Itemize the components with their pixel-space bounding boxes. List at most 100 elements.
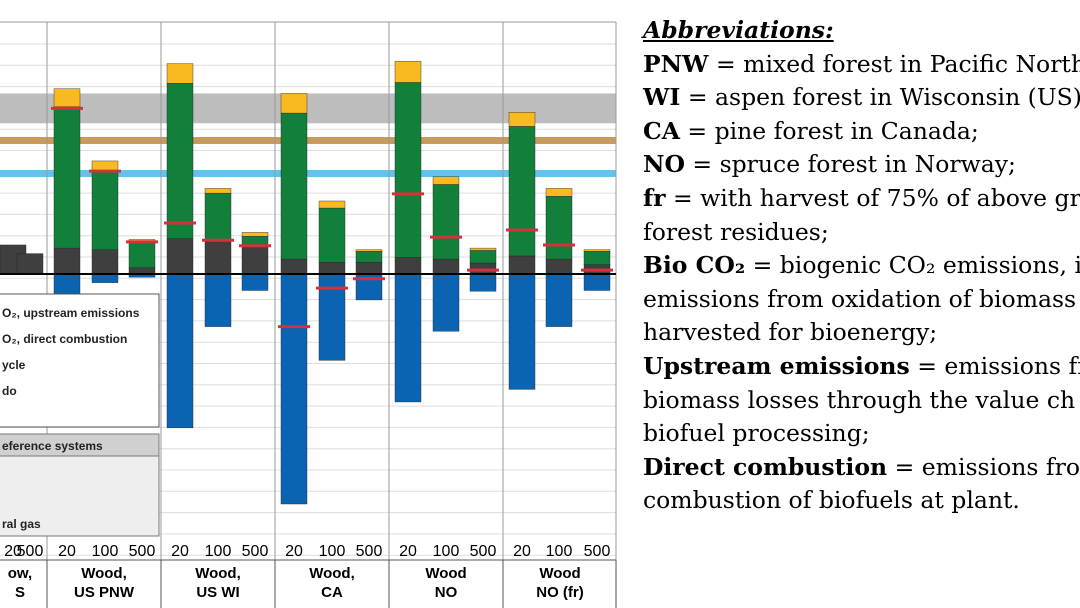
bar-segment-yellow	[394, 61, 422, 83]
bar	[164, 63, 196, 429]
abbreviation-definition: harvested for bioenergy;	[643, 318, 938, 347]
reference-legend-header	[0, 433, 160, 457]
bar-segment-dark	[166, 238, 194, 275]
abbreviation-definition: emissions from oxidation of biomass	[643, 284, 1077, 313]
abbreviation-definition: = emissions fro	[887, 452, 1080, 481]
group-label: US PNW	[74, 584, 135, 601]
legend-item: O₂, upstream emissions	[2, 306, 140, 320]
bar	[506, 112, 538, 390]
x-tick-label: 500	[356, 543, 383, 560]
abbreviation-term: CA	[643, 116, 680, 145]
bar-segment-green	[91, 170, 119, 250]
bar-segment-green	[280, 112, 308, 260]
abbreviation-term: NO	[643, 150, 685, 179]
group-label: Wood,	[81, 565, 127, 582]
bar-segment-green	[128, 241, 156, 268]
abbreviation-term: Bio CO₂	[643, 251, 746, 280]
x-tick-label: 500	[242, 543, 269, 560]
group-label: Wood,	[195, 565, 241, 582]
bar-segment-yellow	[432, 176, 460, 185]
abbreviation-line: WI = aspen forest in Wisconsin (US)	[643, 81, 1080, 115]
reference-legend-title: eference systems	[2, 439, 103, 453]
bar-segment-green	[583, 251, 611, 265]
bar	[392, 61, 424, 403]
abbreviation-line: Direct combustion = emissions fro	[643, 451, 1080, 485]
bar-segment-blue	[432, 273, 460, 332]
bar-segment-yellow	[241, 232, 269, 237]
bar-segment-blue	[166, 273, 194, 429]
x-tick-label: 500	[584, 543, 611, 560]
abbreviation-definition: = pine forest in Canada;	[679, 116, 979, 145]
abbreviation-term: WI	[643, 83, 681, 112]
abbreviation-definition: combustion of biofuels at plant.	[643, 486, 1020, 515]
abbreviation-term: fr	[643, 183, 666, 212]
bar-segment-green	[469, 250, 497, 264]
bar-segment-yellow	[508, 112, 536, 127]
abbreviation-line: CA = pine forest in Canada;	[643, 115, 1080, 149]
legend-item: ycle	[2, 358, 26, 372]
bar-segment-dark	[545, 258, 573, 275]
x-tick-label: 100	[546, 543, 573, 560]
abbreviation-definition: = mixed forest in Pacific North	[708, 49, 1080, 78]
bar-segment-dark	[16, 253, 44, 275]
x-tick-label: 100	[433, 543, 460, 560]
bar-segment-yellow	[545, 188, 573, 197]
bar	[51, 88, 83, 294]
abbreviation-line: Bio CO₂ = biogenic CO₂ emissions, i.e	[643, 249, 1080, 283]
abbreviation-line: biomass losses through the value ch	[643, 384, 1080, 418]
legend: O₂, upstream emissions O₂, direct combust…	[0, 293, 160, 537]
abbreviations-list: PNW = mixed forest in Pacific North WI = …	[643, 48, 1080, 518]
x-tick-label: 20	[513, 543, 531, 560]
bar	[89, 160, 121, 283]
abbreviation-line: fr = with harvest of 75% of above gr	[643, 182, 1080, 216]
group-label: CA	[321, 584, 343, 601]
abbreviation-definition: = biogenic CO₂ emissions, i.e	[745, 251, 1080, 280]
bar-segment-dark	[318, 262, 346, 275]
bar-chart: O₂, upstream emissions O₂, direct combust…	[0, 21, 617, 608]
group-label: NO	[435, 584, 458, 601]
bar-segment-blue	[204, 273, 232, 327]
bar	[581, 249, 613, 291]
bar-segment-dark	[394, 257, 422, 275]
bar-segment-dark	[204, 240, 232, 275]
bar	[353, 249, 385, 301]
group-label: NO (fr)	[536, 584, 584, 601]
abbreviation-line: harvested for bioenergy;	[643, 316, 1080, 350]
bar-segment-blue	[508, 273, 536, 390]
bar-segment-dark	[508, 255, 536, 275]
abbreviation-line: emissions from oxidation of biomass	[643, 283, 1080, 317]
bar-segment-yellow	[166, 63, 194, 84]
bar-segment-dark	[241, 245, 269, 275]
bar-segment-green	[508, 126, 536, 257]
x-tick-label: 100	[205, 543, 232, 560]
bar	[16, 253, 44, 275]
bar-segment-green	[166, 83, 194, 239]
x-tick-label: 20	[285, 543, 303, 560]
bar-segment-yellow	[53, 88, 81, 107]
group-label: ow,	[8, 565, 32, 582]
bar-segment-blue	[241, 273, 269, 291]
abbreviation-term: PNW	[643, 49, 709, 78]
abbreviations-panel: Abbreviations: PNW = mixed forest in Pac…	[643, 14, 1080, 518]
x-tick-label: 20	[4, 543, 22, 560]
reference-legend-item: ral gas	[2, 517, 41, 531]
x-tick-label: 20	[171, 543, 189, 560]
abbreviation-definition: biomass losses through the value ch	[643, 385, 1076, 414]
legend-item: do	[2, 384, 17, 398]
bar-segment-blue	[469, 273, 497, 292]
bar-segment-blue	[280, 273, 308, 505]
bar-segment-dark	[469, 262, 497, 275]
bar-segment-yellow	[280, 93, 308, 114]
abbreviation-definition: = spruce forest in Norway;	[684, 150, 1016, 179]
abbreviation-line: Upstream emissions = emissions fr	[643, 350, 1080, 384]
group-label: US WI	[196, 584, 239, 601]
bar-segment-blue	[53, 273, 81, 294]
x-tick-label: 20	[399, 543, 417, 560]
bar-segment-dark	[91, 249, 119, 275]
bar-segment-green	[204, 192, 232, 241]
bar-segment-blue	[394, 273, 422, 403]
bar-segment-blue	[91, 273, 119, 283]
bar-segment-dark	[53, 247, 81, 275]
bar	[316, 200, 348, 361]
bar	[239, 232, 271, 291]
